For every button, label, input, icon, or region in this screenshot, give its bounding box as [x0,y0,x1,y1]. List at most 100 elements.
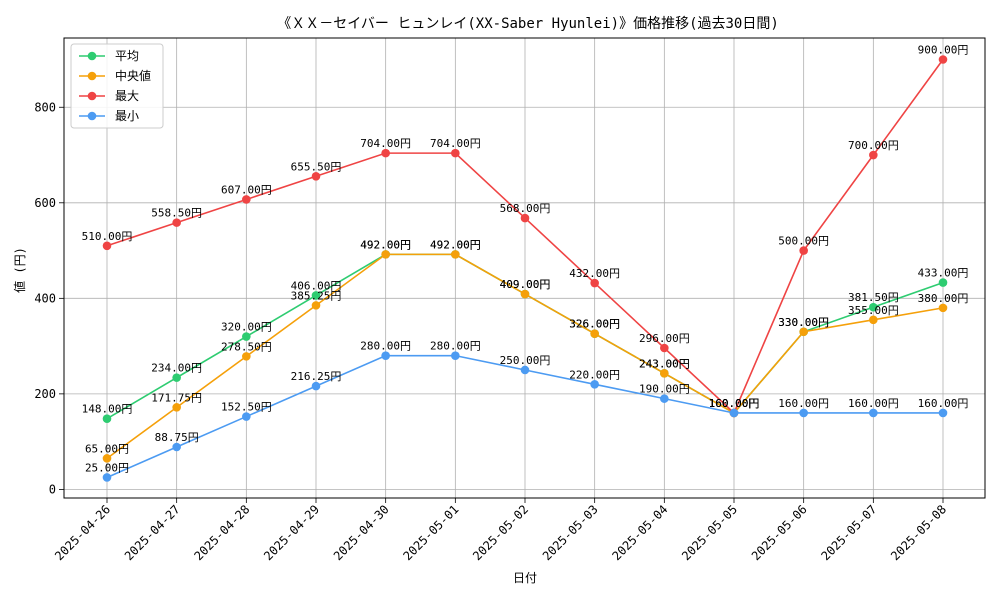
data-label: 160.00円 [709,397,760,410]
data-label: 234.00円 [151,362,202,375]
data-point [381,250,390,259]
data-label: 160.00円 [709,397,760,410]
data-label: 492.00円 [430,238,481,251]
data-point [590,329,599,338]
x-tick-label: 2025-04-29 [261,502,322,563]
legend-swatch-marker [87,51,97,61]
legend-swatch-marker [87,111,97,121]
data-point [242,412,251,421]
data-label: 492.00円 [360,238,411,251]
data-label: 160.00円 [848,397,899,410]
data-label: 216.25円 [291,370,342,383]
data-label: 568.00円 [500,202,551,215]
data-label: 250.00円 [500,354,551,367]
y-axis-label: 値 (円) [12,247,27,293]
data-point [660,394,669,403]
x-tick-label: 2025-04-30 [331,502,392,563]
data-label: 492.00円 [360,238,411,251]
data-point [938,303,948,313]
data-point [242,352,251,361]
data-point [172,403,181,412]
data-label: 700.00円 [848,139,899,152]
data-point [102,473,112,482]
data-label: 326.00円 [569,318,620,331]
data-label: 320.00円 [221,321,272,334]
x-tick-label: 2025-05-01 [400,502,461,563]
data-label: 160.00円 [709,397,760,410]
data-label: 704.00円 [430,137,481,150]
x-tick-label: 2025-04-28 [191,502,252,563]
y-tick-label: 600 [34,196,56,210]
data-label: 558.50円 [151,207,202,220]
legend-label: 中央値 [115,68,151,83]
data-label: 432.00円 [569,267,620,280]
data-label: 278.50円 [221,340,272,353]
data-point [451,250,460,259]
data-point [311,381,321,391]
legend-label: 平均 [115,49,139,63]
data-point [938,408,948,418]
data-point [381,148,390,158]
data-label: 385.25円 [291,289,342,302]
data-point [242,332,251,341]
data-label: 148.00円 [82,403,133,416]
data-point [102,241,112,251]
data-point [799,246,808,255]
x-tick-label: 2025-05-08 [888,502,949,563]
data-point [590,278,599,288]
data-label: 355.00円 [848,304,899,317]
y-tick-label: 0 [49,482,56,496]
data-point [451,351,460,360]
data-point [660,343,669,353]
data-point [520,213,530,223]
data-label: 500.00円 [778,235,829,248]
grid-lines [64,38,985,498]
y-tick-label: 200 [34,387,56,401]
data-label: 190.00円 [639,383,690,396]
x-tick-label: 2025-05-03 [540,502,601,563]
plot-frame [63,37,986,499]
legend-swatch-marker [87,91,97,101]
data-point [172,373,181,382]
y-tick-label: 400 [34,291,56,305]
data-label: 220.00円 [569,368,620,381]
data-label: 655.50円 [291,160,342,173]
data-label: 243.00円 [639,357,690,370]
x-tick-label: 2025-04-26 [52,502,113,563]
data-point [869,302,878,312]
data-point [311,301,321,310]
data-point [520,365,530,375]
data-point [381,351,390,360]
data-label: 88.75円 [155,431,199,444]
data-label: 510.00円 [82,230,133,243]
chart-title: 《ＸＸ－セイバー ヒュンレイ(XX-Saber Hyunlei)》価格推移(過去… [277,16,779,32]
data-point [938,55,948,64]
series-layer [102,55,948,482]
data-point [172,442,181,452]
x-tick-label: 2025-05-07 [818,502,879,563]
x-tick-label: 2025-04-27 [122,502,183,563]
data-label: 330.00円 [778,316,829,329]
data-label: 160.00円 [709,397,760,410]
data-point [172,218,181,227]
x-tick-label: 2025-05-02 [470,502,531,563]
data-label: 330.00円 [778,316,829,329]
legend-label: 最大 [115,89,139,103]
x-tick-label: 2025-05-06 [749,502,810,563]
data-label: 607.00円 [221,183,272,196]
data-label: 380.00円 [918,292,969,305]
data-point [102,454,112,463]
data-point [869,408,878,418]
legend-box [70,43,164,129]
data-point [451,148,460,158]
legend-swatch-marker [87,71,97,81]
data-labels: 148.00円 234.00円 320.00円 406.00円 492.00円 492.0… [82,43,969,474]
data-point [869,150,878,160]
data-label: 326.00円 [569,318,620,331]
data-label: 704.00円 [360,137,411,150]
y-tick-label: 800 [34,100,56,114]
data-label: 160.00円 [778,397,829,410]
data-label: 409.00円 [500,278,551,291]
